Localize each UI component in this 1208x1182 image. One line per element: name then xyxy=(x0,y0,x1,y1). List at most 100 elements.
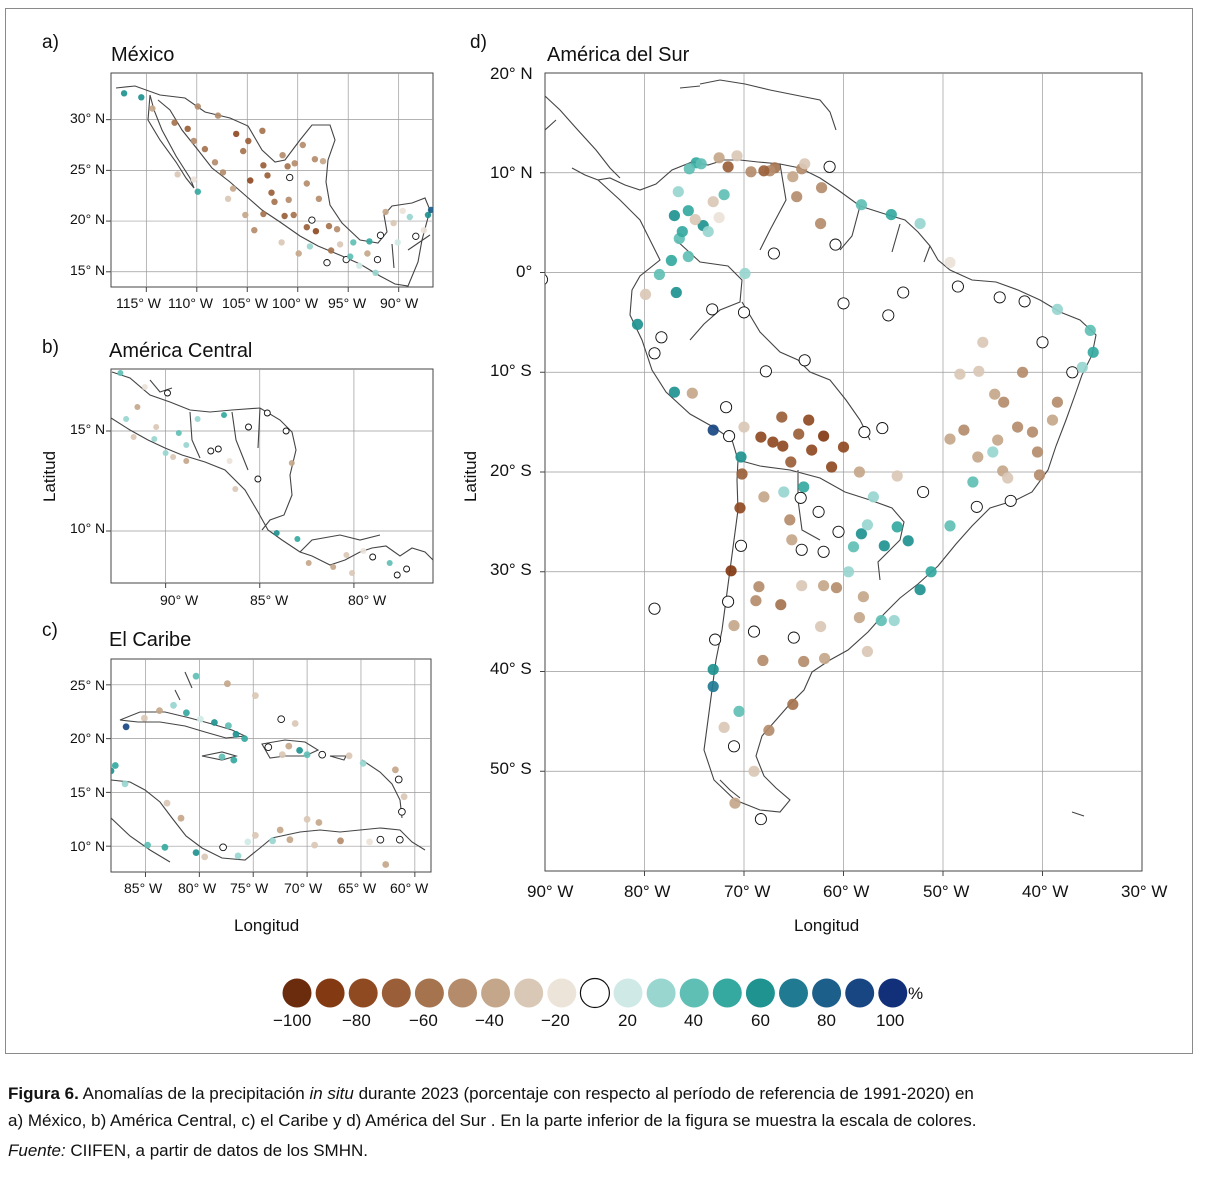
station-point xyxy=(837,441,850,453)
station-point xyxy=(296,747,303,754)
station-point xyxy=(672,186,684,198)
legend-swatch xyxy=(579,977,611,1009)
station-point xyxy=(336,241,344,248)
station-point xyxy=(686,387,698,399)
station-point xyxy=(299,141,306,149)
station-point xyxy=(631,318,644,330)
panel-d-lat-tick: 50° S xyxy=(490,759,532,778)
station-point xyxy=(221,412,227,418)
station-point xyxy=(333,226,341,233)
station-point xyxy=(993,291,1006,304)
station-point xyxy=(1026,426,1039,438)
station-point xyxy=(992,434,1004,446)
station-point xyxy=(819,652,831,665)
station-point xyxy=(276,826,284,834)
station-point xyxy=(753,581,765,593)
figure-frame xyxy=(5,8,1193,1054)
station-point xyxy=(376,835,385,844)
station-point xyxy=(885,209,897,221)
station-point xyxy=(954,368,966,380)
station-point xyxy=(382,861,390,868)
station-point xyxy=(1018,295,1031,308)
station-point xyxy=(987,446,999,458)
panel-c-lat-tick: 25° N xyxy=(70,677,106,693)
station-point xyxy=(285,196,292,203)
station-point xyxy=(303,751,311,759)
station-point xyxy=(989,388,1001,400)
station-point xyxy=(670,286,682,299)
station-point xyxy=(794,491,807,504)
station-point xyxy=(251,227,258,234)
legend-swatch xyxy=(514,978,544,1008)
legend-label: −80 xyxy=(342,1011,371,1030)
station-point xyxy=(194,416,201,422)
station-point xyxy=(111,762,119,769)
legend-swatch xyxy=(448,978,477,1008)
station-point xyxy=(648,347,661,360)
station-point xyxy=(786,534,798,546)
station-point xyxy=(718,189,730,201)
station-point xyxy=(727,740,741,753)
station-point xyxy=(117,370,124,376)
station-point xyxy=(668,210,681,222)
station-point xyxy=(830,582,843,594)
panel-d-lon-tick: 80° W xyxy=(624,882,671,901)
station-point xyxy=(337,837,344,845)
station-point xyxy=(545,274,549,285)
panel-d-lat-tick: 20° N xyxy=(490,64,533,83)
station-point xyxy=(1031,446,1044,458)
station-point xyxy=(795,543,808,556)
station-point xyxy=(294,536,301,542)
panel-a-lon-tick: 95° W xyxy=(328,295,367,311)
station-point xyxy=(201,853,209,861)
station-point xyxy=(163,799,171,807)
station-point xyxy=(944,433,956,445)
station-point xyxy=(134,404,141,410)
panel-a-lat-tick: 30° N xyxy=(70,110,106,126)
station-point xyxy=(312,228,320,235)
station-point xyxy=(121,780,129,788)
station-point xyxy=(224,195,232,202)
station-point xyxy=(392,766,399,774)
station-point xyxy=(832,525,845,538)
station-point xyxy=(653,268,666,281)
station-point xyxy=(141,384,148,390)
coastline-layer xyxy=(111,79,1097,863)
station-point xyxy=(958,424,970,436)
station-point xyxy=(214,112,222,119)
station-point xyxy=(382,208,389,216)
station-point xyxy=(366,238,373,245)
panel-a-letter: a) xyxy=(42,32,59,53)
station-point xyxy=(668,386,681,398)
caption-source-label: Fuente: xyxy=(8,1141,66,1160)
panel-a-title: México xyxy=(111,44,175,66)
station-point xyxy=(175,430,182,436)
station-point xyxy=(356,262,363,269)
coastline-central-america xyxy=(111,371,433,566)
station-point xyxy=(170,701,177,709)
station-point xyxy=(682,250,694,263)
station-point xyxy=(183,458,190,464)
station-point xyxy=(776,411,788,423)
coastline-caribbean xyxy=(111,671,426,863)
legend-swatch xyxy=(348,978,378,1008)
legend-swatch xyxy=(547,978,577,1008)
panel-d-lon-tick: 60° W xyxy=(823,882,870,901)
station-point xyxy=(1076,361,1088,373)
station-point xyxy=(111,767,115,775)
station-point xyxy=(219,843,227,852)
left-latitude-axis-title: Latitud xyxy=(40,450,59,502)
station-point xyxy=(702,226,714,238)
station-point xyxy=(767,436,779,448)
station-point xyxy=(739,267,751,280)
station-point xyxy=(736,468,748,480)
station-point xyxy=(973,365,985,377)
station-point xyxy=(725,565,737,577)
panel-c-lat-tick: 20° N xyxy=(70,730,106,746)
station-point xyxy=(759,365,772,378)
station-point xyxy=(264,743,273,752)
station-point xyxy=(286,836,294,844)
station-point xyxy=(748,765,760,777)
station-point xyxy=(1087,346,1099,358)
station-point xyxy=(247,177,254,184)
